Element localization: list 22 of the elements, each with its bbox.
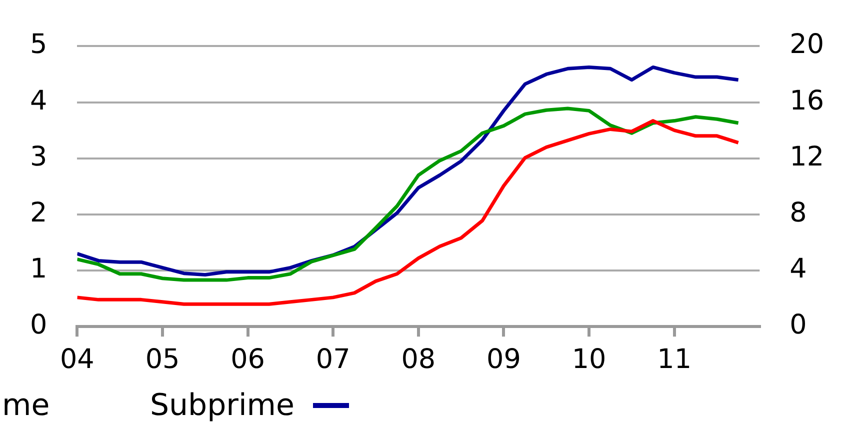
y-tick-label: 2 — [30, 197, 48, 228]
x-tick-label: 04 — [60, 344, 94, 375]
y-tick-label: 5 — [30, 29, 48, 60]
x-tick-label: 06 — [230, 344, 265, 375]
y2-tick-label: 4 — [790, 254, 807, 285]
y2-tick-label: 16 — [790, 85, 824, 116]
x-tick-label: 11 — [657, 344, 692, 375]
x-tick-label: 09 — [486, 344, 521, 375]
y-tick-label: 1 — [30, 254, 48, 285]
y2-tick-label: 12 — [790, 141, 824, 172]
y-tick-label: 3 — [30, 141, 48, 172]
y2-tick-label: 20 — [790, 29, 824, 60]
x-tick-label: 05 — [145, 344, 180, 375]
y-tick-label: 0 — [30, 310, 48, 341]
x-tick-label: 10 — [572, 344, 606, 375]
x-tick-label: 08 — [401, 344, 436, 375]
y2-tick-label: 8 — [790, 197, 807, 228]
text: me — [2, 388, 50, 423]
x-tick-label: 07 — [316, 344, 350, 375]
legend-label: Subprime — [150, 388, 294, 423]
y2-tick-label: 0 — [790, 310, 807, 341]
y-tick-label: 4 — [30, 85, 48, 116]
